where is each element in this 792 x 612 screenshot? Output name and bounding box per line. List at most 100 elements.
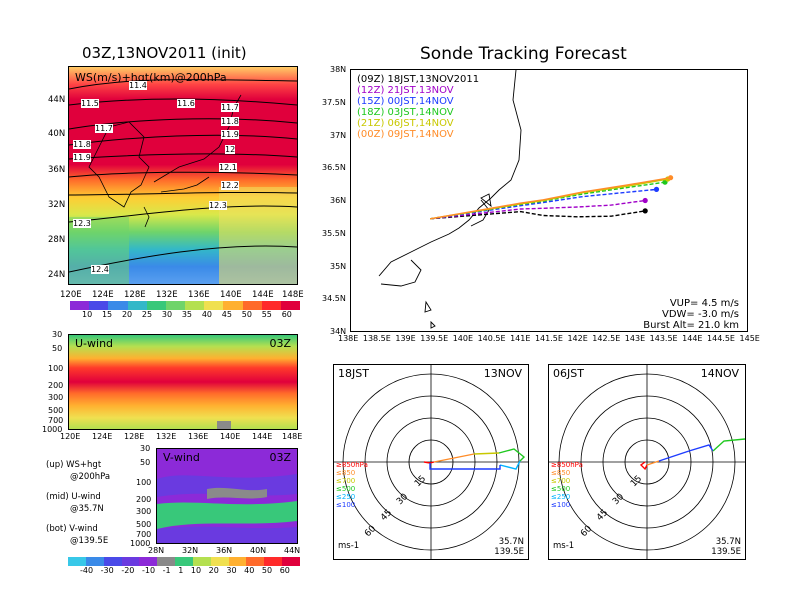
lon-tick: 124E [92, 432, 113, 441]
hodograph-right-svg: 15 30 45 60 [549, 365, 745, 559]
lat-tick: 40N [250, 546, 267, 555]
track-endpoint [668, 175, 674, 181]
v-wind-panel: V-wind 03Z [156, 448, 298, 544]
hodo-time: 06JST [553, 367, 584, 380]
lat-tick: 32N [182, 546, 199, 555]
svg-text:30: 30 [611, 492, 626, 507]
p-tick: 100 [48, 364, 64, 373]
hodo-lon: 139.5E [494, 547, 524, 557]
burst-param: Burst Alt= 21.0 km [643, 320, 739, 331]
level-label: ≤250 [336, 493, 356, 501]
colorbar-tick: 15 [101, 310, 113, 319]
ws-hgt-label: WS(m/s)+hgt(km)@200hPa [75, 71, 227, 84]
lat-tick: 28N [148, 546, 165, 555]
lon-tick: 143E [624, 334, 646, 343]
level-label: ≤850 [551, 469, 571, 477]
hodograph-left-svg: 15 30 45 60 [334, 365, 528, 559]
lat-tick: 35N [330, 262, 347, 271]
u-wind-panel: U-wind 03Z [68, 334, 298, 430]
colorbar-tick: 45 [221, 310, 232, 319]
lon-tick: 141.5E [534, 334, 563, 343]
contour-label: 12.3 [209, 201, 227, 210]
lon-tick: 140E [220, 290, 242, 300]
lon-tick: 139.5E [420, 334, 449, 343]
lon-tick: 148E [282, 432, 303, 441]
track-legend-item: (12Z) 21JST,13NOV [357, 85, 454, 96]
sonde-tracks [430, 175, 674, 220]
legend-bot2: @139.5E [70, 536, 109, 546]
svg-text:45: 45 [595, 508, 610, 523]
lat-tick: 34N [330, 327, 347, 336]
track-legend-item: (09Z) 18JST,13NOV2011 [357, 74, 480, 85]
p-tick: 200 [136, 495, 152, 504]
hodo-lat: 35.7N [715, 537, 741, 547]
u-wind-label: U-wind [75, 337, 114, 350]
p-tick: 500 [136, 520, 152, 529]
lon-tick: 144E [252, 432, 273, 441]
left-title: 03Z,13NOV2011 (init) [82, 44, 247, 62]
v-wind-label: V-wind [163, 451, 200, 464]
level-label: ≤700 [336, 477, 356, 485]
hodo-time: 18JST [338, 367, 369, 380]
lon-tick: 136E [188, 290, 210, 300]
colorbar-tick: 10 [190, 566, 202, 575]
colorbar-tick: -1 [162, 566, 171, 575]
colorbar-tick: 50 [241, 310, 252, 319]
p-tick: 700 [48, 416, 64, 425]
level-label: ≤100 [551, 501, 571, 509]
contour-label: 12.2 [221, 181, 239, 190]
p-tick: 700 [136, 530, 152, 539]
track-endpoint [653, 186, 660, 192]
track-line [430, 188, 657, 220]
contour-label: 11.5 [81, 99, 99, 108]
svg-text:15: 15 [629, 474, 644, 489]
p-tick: 100 [136, 478, 152, 487]
uv-colorbar [68, 557, 300, 566]
svg-text:45: 45 [379, 508, 394, 523]
lon-tick: 141E [510, 334, 531, 343]
colorbar-tick: 1 [178, 566, 184, 575]
lat-tick: 28N [48, 235, 66, 245]
lon-tick: 144.5E [707, 334, 735, 343]
level-label: ≤500 [551, 485, 571, 493]
vdw-param: VDW= -3.0 m/s [662, 309, 739, 320]
lon-tick: 148E [282, 290, 304, 300]
colorbar-tick: 35 [181, 310, 193, 319]
hodo-level-legend: ≥850hPa ≤850 ≤700 ≤500 ≤250 ≤100 [336, 461, 368, 509]
p-tick: 1000 [42, 425, 63, 434]
track-legend-item: (18Z) 03JST,14NOV [357, 107, 454, 118]
p-tick: 300 [136, 507, 152, 516]
lat-tick: 36N [330, 196, 347, 205]
colorbar-tick: 30 [161, 310, 173, 319]
contour-label: 11.9 [221, 130, 239, 139]
lat-tick: 32N [48, 200, 66, 210]
u-wind-svg [69, 335, 297, 429]
colorbar-tick: 20 [208, 566, 219, 575]
contour-label: 12 [225, 145, 236, 154]
contour-label: 11.9 [73, 153, 91, 162]
level-label: ≤850 [336, 469, 356, 477]
vup-param: VUP= 4.5 m/s [669, 298, 739, 309]
svg-text:30: 30 [395, 492, 410, 507]
lat-tick: 44N [48, 95, 66, 105]
lon-tick: 140E [452, 334, 474, 343]
hodo-date: 14NOV [700, 367, 739, 380]
level-label: ≤250 [551, 493, 571, 501]
track-map-svg [378, 70, 674, 329]
lon-tick: 120E [60, 290, 82, 300]
lat-tick: 38N [330, 65, 347, 74]
track-endpoint [642, 197, 648, 204]
sonde-params: VUP= 4.5 m/s VDW= -3.0 m/s Burst Alt= 21… [643, 298, 739, 331]
lat-tick: 37N [330, 131, 347, 140]
lon-tick: 140.5E [477, 334, 506, 343]
colorbar-tick: -30 [100, 566, 114, 575]
p-tick: 30 [140, 444, 151, 453]
lon-tick: 143.5E [649, 334, 678, 343]
track-legend-item: (21Z) 06JST,14NOV [357, 118, 454, 129]
lon-tick: 144E [252, 290, 274, 300]
colorbar-tick: -20 [121, 566, 135, 575]
hodo-lat: 35.7N [498, 537, 524, 547]
u-wind-time: 03Z [269, 337, 291, 350]
v-wind-time: 03Z [269, 451, 291, 464]
lon-tick: 124E [92, 290, 114, 300]
